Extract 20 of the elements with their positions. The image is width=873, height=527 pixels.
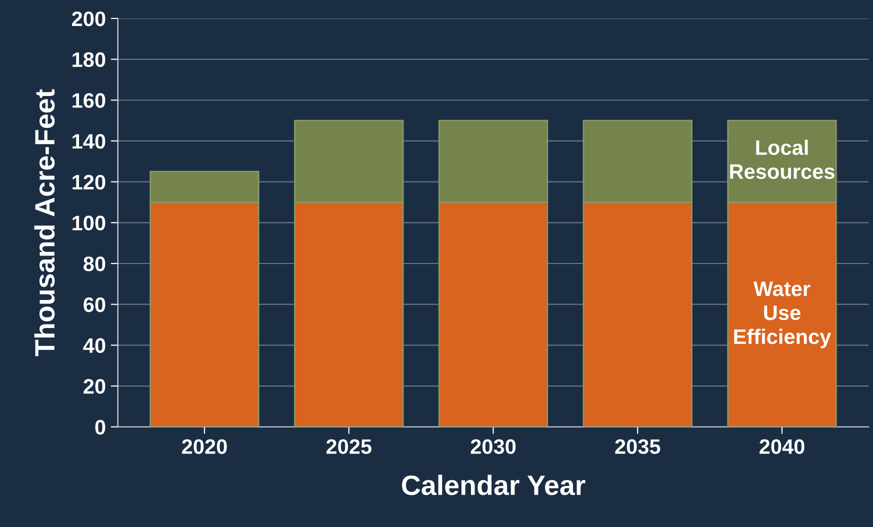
y-tick-label: 140 [72,134,106,149]
y-tick-label: 0 [95,420,106,435]
y-tick-label: 160 [72,93,106,108]
series-label: Water Use Efficiency [734,282,832,348]
y-tick-label: 120 [72,174,106,190]
x-tick-label: 2025 [326,439,372,454]
x-tick-label: 2040 [760,439,804,454]
x-axis-title: Calendar Year [402,474,586,496]
y-tick-label: 80 [84,256,106,272]
y-tick-label: 180 [72,52,106,68]
y-tick-label: 100 [72,216,106,230]
y-tick-label: 20 [84,379,106,394]
x-tick-label: 2020 [182,439,227,454]
y-tick-label: 60 [84,297,106,312]
y-tick-label: 40 [83,338,106,353]
y-tick-label: 200 [72,11,106,26]
x-tick-label: 2035 [615,439,660,454]
series-label: Local Resources [730,140,834,179]
y-axis-title: Thousand Acre-Feet [34,89,55,356]
x-tick-label: 2030 [470,439,516,454]
